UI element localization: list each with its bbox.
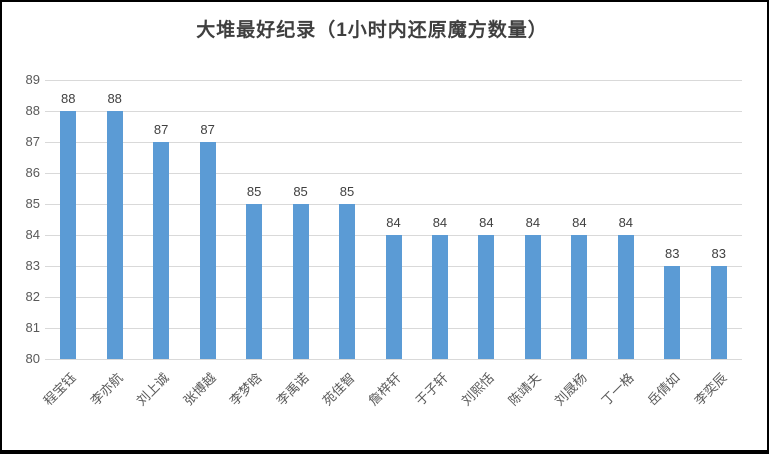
bar-于子轩: [431, 235, 448, 359]
gridline-88: [45, 111, 742, 112]
y-axis-tick-87: 87: [25, 134, 40, 149]
y-axis-tick-83: 83: [25, 258, 40, 273]
x-axis-label-丁一格: 丁一格: [598, 370, 637, 409]
data-label-李禹诺: 85: [293, 184, 308, 199]
x-axis-label-张博越: 张博越: [180, 370, 219, 409]
bar-程宝钰: [60, 111, 77, 359]
x-axis-label-刘熙恬: 刘熙恬: [458, 370, 498, 409]
data-label-苑佳智: 85: [339, 184, 355, 199]
x-axis-label-岳倩如: 岳倩如: [644, 370, 684, 409]
x-axis-label-于子轩: 于子轩: [412, 370, 451, 409]
gridline-87: [45, 142, 742, 143]
y-axis-tick-81: 81: [25, 320, 40, 335]
data-label-詹梓轩: 84: [386, 215, 401, 230]
bar-刘晟杨: [571, 235, 588, 359]
x-axis-label-李奕辰: 李奕辰: [691, 370, 730, 409]
data-label-刘熙恬: 84: [479, 215, 494, 230]
bar-陈靖夫: [524, 235, 541, 359]
x-axis-label-苑佳智: 苑佳智: [319, 370, 358, 409]
y-axis-tick-89: 89: [25, 72, 40, 87]
data-label-李梦晗: 85: [246, 184, 262, 199]
y-axis-tick-86: 86: [25, 165, 40, 180]
data-label-刘上诚: 87: [153, 122, 169, 137]
data-label-岳倩如: 83: [665, 246, 680, 261]
gridline-89: [45, 80, 742, 81]
bar-李梦晗: [246, 204, 263, 359]
data-label-丁一格: 84: [618, 215, 634, 230]
bar-詹梓轩: [385, 235, 402, 359]
data-label-程宝钰: 88: [60, 91, 76, 106]
bar-刘上诚: [153, 142, 170, 359]
gridline-86: [45, 173, 742, 174]
bar-苑佳智: [339, 204, 356, 359]
bar-李奕辰: [710, 266, 727, 359]
y-axis-tick-82: 82: [25, 289, 40, 304]
chart-title: 大堆最好纪录（1小时内还原魔方数量）: [196, 20, 548, 41]
bar-张博越: [199, 142, 216, 359]
y-axis-tick-88: 88: [25, 103, 40, 118]
x-axis-label-刘晟杨: 刘晟杨: [551, 370, 591, 409]
data-label-于子轩: 84: [432, 215, 448, 230]
data-label-刘晟杨: 84: [572, 215, 587, 230]
x-axis-label-李梦晗: 李梦晗: [226, 370, 265, 409]
data-label-李奕辰: 83: [711, 246, 726, 261]
x-axis-label-陈靖夫: 陈靖夫: [505, 370, 544, 409]
y-axis-tick-80: 80: [25, 351, 40, 366]
gridline-85: [45, 204, 742, 205]
data-label-张博越: 87: [200, 122, 215, 137]
x-axis-label-刘上诚: 刘上诚: [133, 370, 172, 409]
x-axis-label-程宝钰: 程宝钰: [40, 370, 79, 409]
bar-李亦航: [106, 111, 123, 359]
bar-岳倩如: [664, 266, 681, 359]
x-axis-label-詹梓轩: 詹梓轩: [366, 370, 405, 409]
y-axis-tick-85: 85: [25, 196, 40, 211]
bar-李禹诺: [292, 204, 309, 359]
data-label-陈靖夫: 84: [525, 215, 541, 230]
data-label-李亦航: 88: [107, 91, 122, 106]
y-axis-tick-84: 84: [25, 227, 40, 242]
bar-丁一格: [617, 235, 634, 359]
x-axis-label-李禹诺: 李禹诺: [273, 370, 312, 409]
bar-刘熙恬: [478, 235, 495, 359]
x-axis-label-李亦航: 李亦航: [87, 370, 126, 409]
gridline-80: [45, 359, 742, 360]
